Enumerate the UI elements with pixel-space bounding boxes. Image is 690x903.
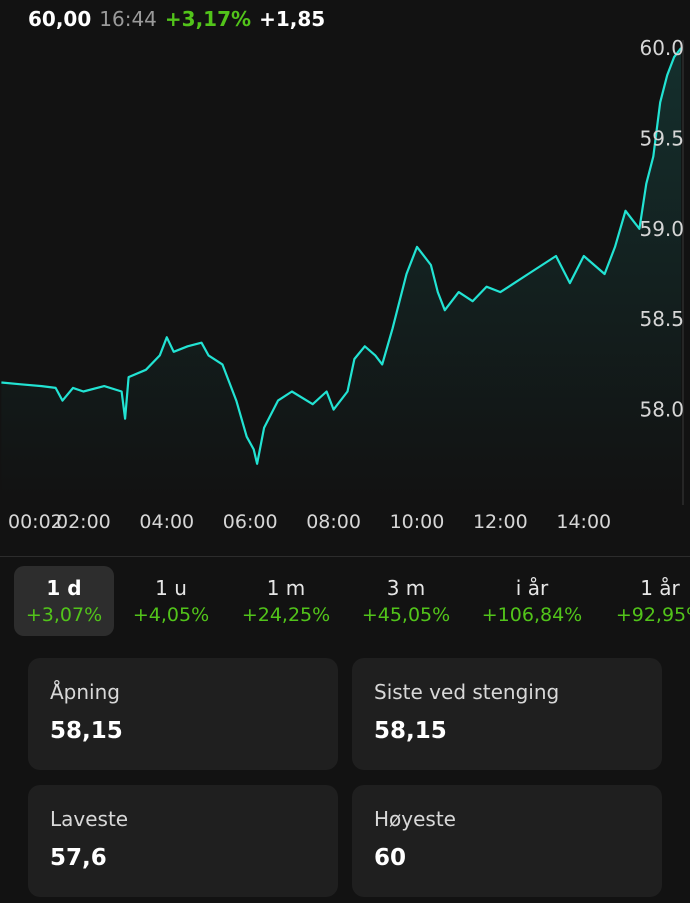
period-tab[interactable]: i år +106,84% [466,566,598,636]
y-tick-label: 59.5 [639,126,684,150]
x-tick-label: 02:00 [56,511,111,533]
x-tick-label: 12:00 [473,511,528,533]
y-axis: 60.0 59.5 59.0 58.5 58.0 [639,36,684,422]
divider [0,556,690,557]
price-line [1,47,682,465]
price-area [1,48,682,500]
y-tick-label: 59.0 [639,217,684,241]
period-tab-label: 1 d [46,576,82,600]
x-tick-label: 04:00 [139,511,194,533]
period-tab-change: +3,07% [25,604,103,626]
stat-value: 57,6 [50,845,107,871]
x-tick-label: 06:00 [223,511,278,533]
period-tab-label: 1 u [155,576,187,600]
stat-label: Høyeste [374,807,456,831]
x-tick-label: 08:00 [306,511,361,533]
period-tab-change: +45,05% [361,604,451,626]
stat-value: 60 [374,845,407,871]
stat-card-high: Høyeste 60 [352,785,662,897]
x-tick-label: 14:00 [556,511,611,533]
period-tabs: 1 d +3,07% 1 u +4,05% 1 m +24,25% 3 m +45,05% i … [0,566,690,636]
stat-card-previous-close: Siste ved stenging 58,15 [352,658,662,770]
stat-label: Laveste [50,807,129,831]
y-tick-label: 58.0 [639,398,684,422]
period-tab[interactable]: 1 u +4,05% [120,566,222,636]
change-absolute: +1,85 [259,7,326,31]
period-tab-change: +92,95% [615,604,690,626]
period-tab-change: +24,25% [241,604,331,626]
stat-value: 58,15 [50,718,123,744]
stat-label: Siste ved stenging [374,680,560,704]
period-tab[interactable]: 3 m +45,05% [346,566,466,636]
stat-card-low: Laveste 57,6 [28,785,338,897]
stat-label: Åpning [50,680,120,704]
period-tab-label: 3 m [386,576,426,600]
stat-value: 58,15 [374,718,447,744]
current-price: 60,00 [28,7,92,31]
period-tab-label: i år [515,576,549,600]
period-tab-change: +106,84% [481,604,583,626]
period-tab-label: 1 år [640,576,680,600]
period-tab[interactable]: 1 d +3,07% [14,566,114,636]
change-percent: +3,17% [164,7,252,31]
period-tab[interactable]: 1 år +92,95% [600,566,690,636]
period-tab[interactable]: 1 m +24,25% [226,566,346,636]
y-tick-label: 58.5 [639,307,684,331]
period-tab-change: +4,05% [132,604,210,626]
y-tick-label: 60.0 [639,36,684,60]
price-time: 16:44 [99,7,157,31]
period-tab-label: 1 m [266,576,306,600]
x-tick-label: 00:02 [8,511,63,533]
x-tick-label: 10:00 [390,511,445,533]
stat-card-open: Åpning 58,15 [28,658,338,770]
price-header: 60,00 16:44 +3,17% +1,85 [28,6,325,32]
